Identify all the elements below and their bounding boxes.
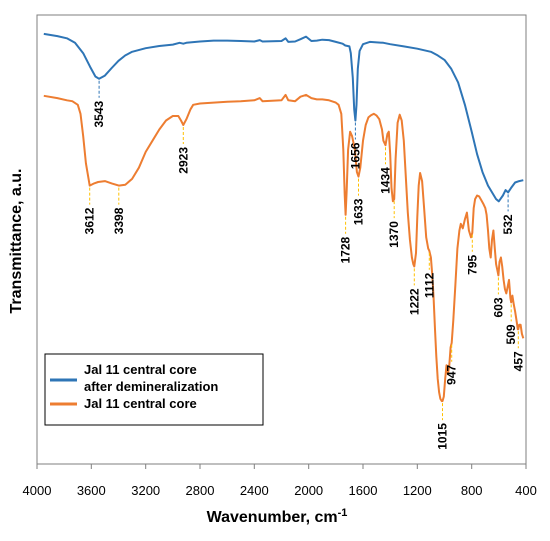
peak-label-509: 509 bbox=[504, 324, 518, 344]
x-tick-label-400: 400 bbox=[515, 483, 537, 498]
x-tick-label-3200: 3200 bbox=[131, 483, 160, 498]
legend-label-demineralized-line2: after demineralization bbox=[84, 379, 218, 394]
x-axis-ticks: 4000 3600 3200 2800 2400 2000 1600 1200 800 400 bbox=[23, 464, 537, 498]
peak-label-1370: 1370 bbox=[387, 221, 401, 248]
x-axis-label-superscript: -1 bbox=[338, 507, 348, 519]
legend-label-demineralized-line1: Jal 11 central core bbox=[84, 362, 197, 377]
x-tick-label-4000: 4000 bbox=[23, 483, 52, 498]
plot-area-border bbox=[36, 14, 527, 465]
peak-label-1434: 1434 bbox=[379, 167, 393, 194]
x-axis-label-text: Wavenumber, cm bbox=[207, 509, 338, 526]
y-axis-label: Transmittance, a.u. bbox=[8, 169, 25, 314]
x-tick-label-2000: 2000 bbox=[294, 483, 323, 498]
x-tick-label-800: 800 bbox=[461, 483, 483, 498]
legend-label-demineralized: Jal 11 central core after demineralizati… bbox=[84, 362, 218, 394]
x-tick-label-1600: 1600 bbox=[349, 483, 378, 498]
legend-label-central-core: Jal 11 central core bbox=[84, 396, 197, 411]
peak-label-532: 532 bbox=[501, 214, 515, 234]
annotation-layer: 3543 1656 532 3612 3398 2923 1728 1633 1434 1370 1… bbox=[83, 80, 525, 450]
peak-label-1112: 1112 bbox=[422, 272, 436, 298]
x-tick-label-3600: 3600 bbox=[77, 483, 106, 498]
x-tick-label-2400: 2400 bbox=[240, 483, 269, 498]
peak-label-947: 947 bbox=[445, 364, 459, 384]
peak-label-2923: 2923 bbox=[176, 147, 190, 174]
peak-label-457: 457 bbox=[511, 351, 525, 371]
peak-label-1015: 1015 bbox=[436, 423, 450, 450]
legend: Jal 11 central core after demineralizati… bbox=[44, 353, 264, 426]
series-line-central-core bbox=[43, 93, 525, 403]
peak-label-3543: 3543 bbox=[92, 100, 106, 127]
peak-label-1656: 1656 bbox=[348, 142, 362, 169]
peak-label-1633: 1633 bbox=[352, 198, 366, 225]
peak-label-795: 795 bbox=[465, 254, 479, 274]
peak-label-603: 603 bbox=[491, 297, 505, 317]
peak-label-1222: 1222 bbox=[407, 288, 421, 315]
peak-label-1728: 1728 bbox=[339, 236, 353, 263]
legend-box bbox=[44, 353, 264, 426]
peak-label-3612: 3612 bbox=[83, 207, 97, 234]
peak-label-3398: 3398 bbox=[112, 207, 126, 234]
x-tick-label-1200: 1200 bbox=[403, 483, 432, 498]
series-layer bbox=[43, 32, 525, 403]
x-axis-label: Wavenumber, cm-1 bbox=[207, 507, 348, 526]
x-tick-label-2800: 2800 bbox=[186, 483, 215, 498]
series-line-demineralized bbox=[43, 32, 524, 203]
